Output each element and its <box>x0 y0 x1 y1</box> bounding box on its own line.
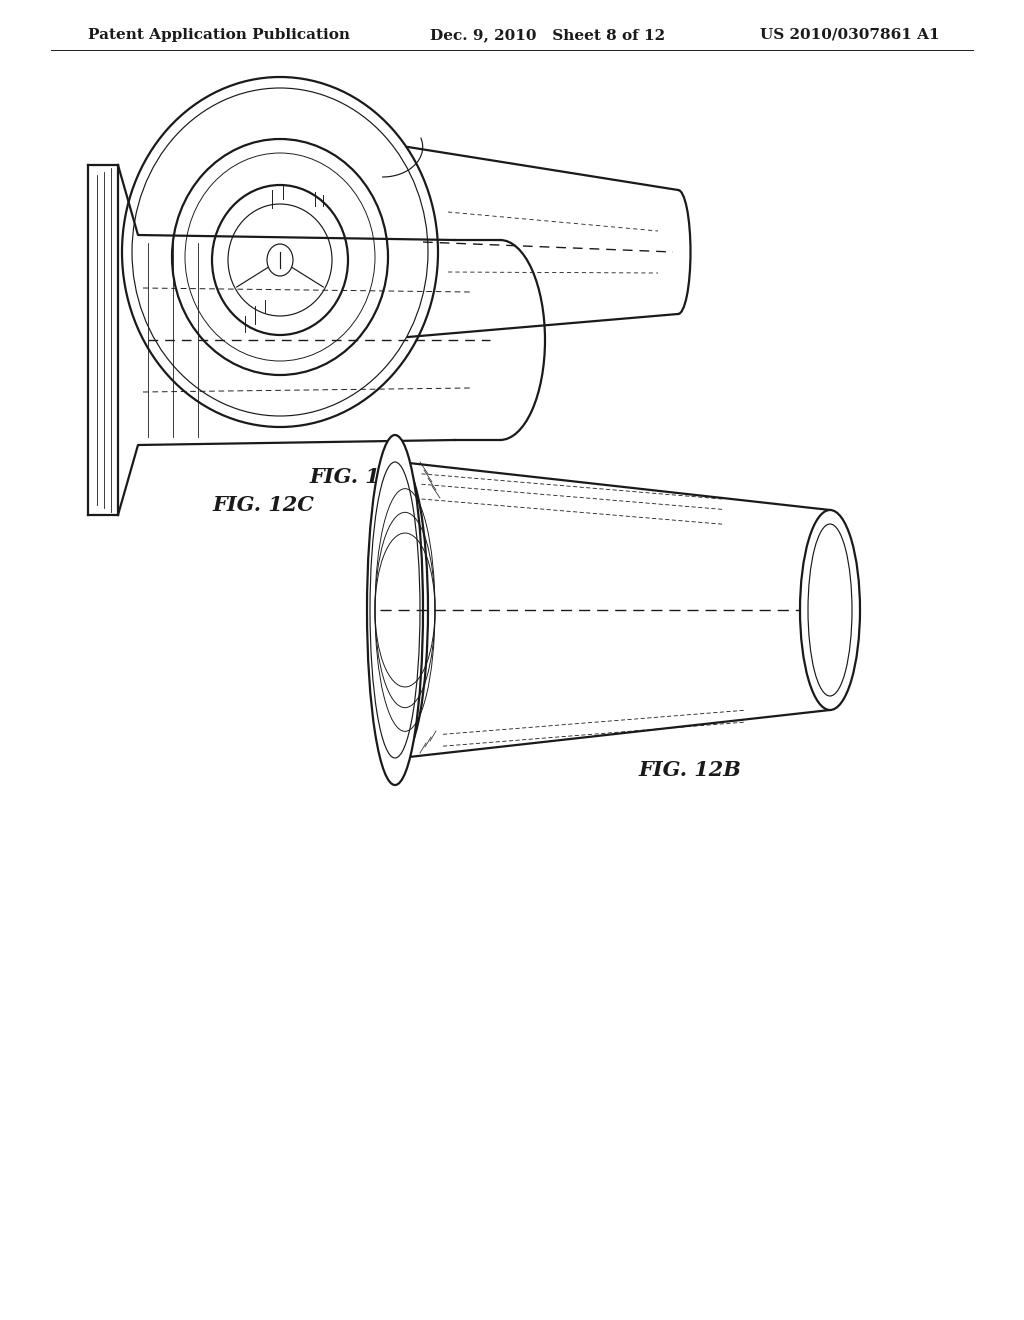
Polygon shape <box>400 462 830 758</box>
Text: US 2010/0307861 A1: US 2010/0307861 A1 <box>761 28 940 42</box>
Ellipse shape <box>122 77 438 426</box>
Text: FIG. 12B: FIG. 12B <box>639 760 741 780</box>
Ellipse shape <box>800 510 860 710</box>
Ellipse shape <box>367 436 423 785</box>
Text: Patent Application Publication: Patent Application Publication <box>88 28 350 42</box>
Text: Dec. 9, 2010   Sheet 8 of 12: Dec. 9, 2010 Sheet 8 of 12 <box>430 28 666 42</box>
Text: FIG. 12C: FIG. 12C <box>212 495 314 515</box>
Text: FIG. 12A: FIG. 12A <box>309 467 411 487</box>
Polygon shape <box>118 165 531 515</box>
Ellipse shape <box>372 462 428 758</box>
Polygon shape <box>408 147 678 337</box>
